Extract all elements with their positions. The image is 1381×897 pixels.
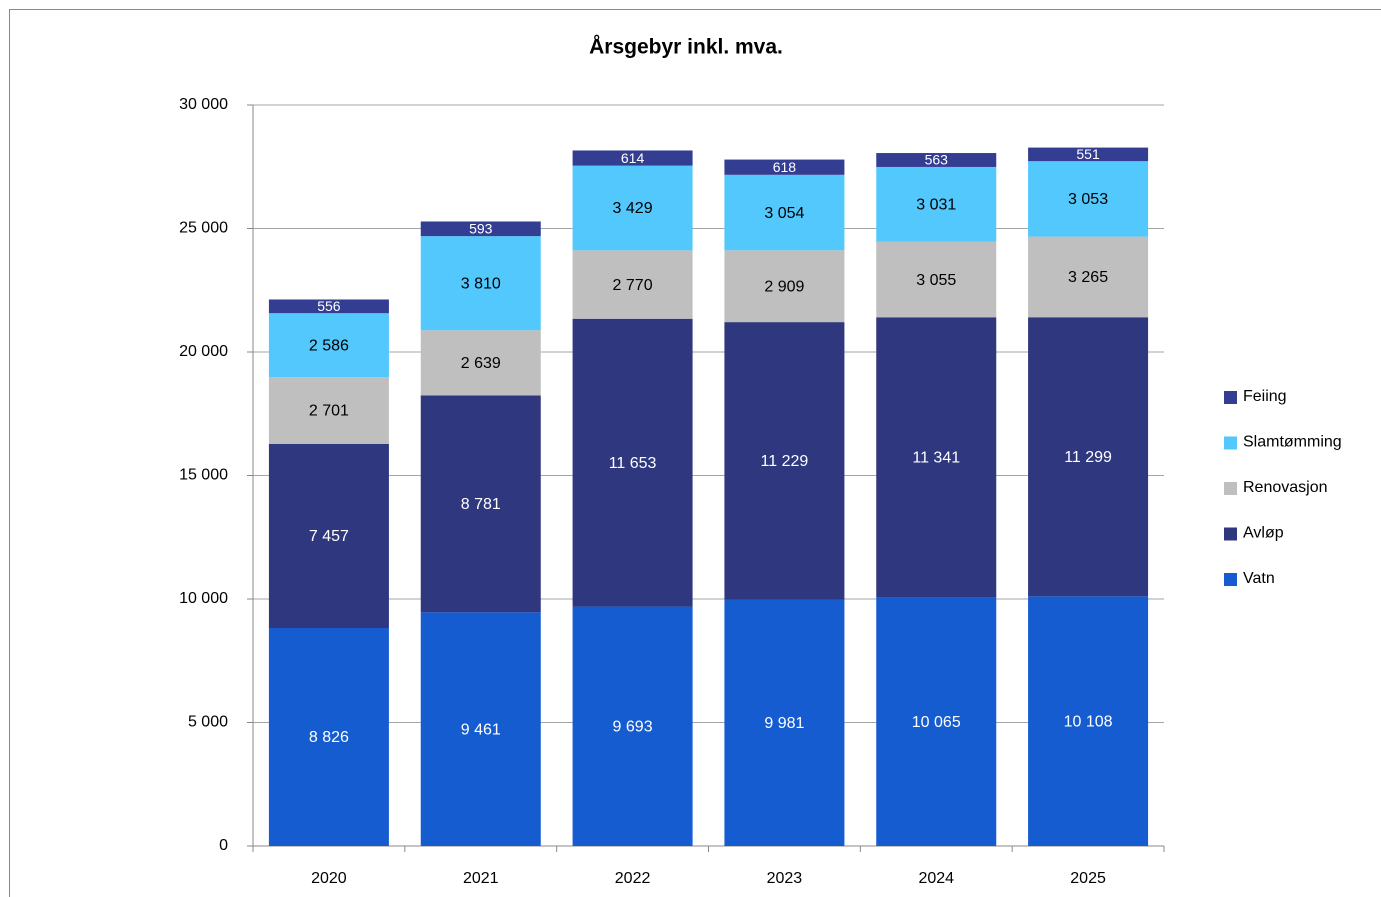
data-label: 11 299: [1064, 449, 1112, 466]
legend-swatch: [1224, 391, 1237, 404]
data-label: 614: [621, 150, 645, 166]
data-label: 2 586: [309, 337, 349, 354]
legend-swatch: [1224, 527, 1237, 541]
data-label: 3 429: [613, 200, 653, 217]
bar-segment: [1028, 317, 1149, 597]
data-label: 2 639: [461, 355, 501, 372]
data-label: 10 108: [1064, 713, 1113, 730]
y-tick-label: 0: [219, 837, 228, 854]
data-label: 8 781: [461, 496, 501, 513]
legend-label: Vatn: [1243, 570, 1275, 587]
data-label: 3 055: [916, 272, 956, 289]
bar-segment: [876, 241, 997, 318]
data-label: 10 065: [912, 714, 961, 731]
data-label: 11 229: [761, 453, 809, 470]
bar-segment: [420, 612, 541, 846]
bar-segment: [572, 165, 693, 251]
y-tick-label: 15 000: [179, 467, 228, 484]
legend-swatch: [1224, 482, 1237, 495]
bar-segment: [876, 317, 997, 598]
x-tick-label: 2020: [311, 870, 347, 887]
bar-segment: [724, 250, 845, 323]
chart-title: Årsgebyr inkl. mva.: [589, 35, 783, 59]
bar-segment: [420, 395, 541, 613]
data-label: 9 693: [613, 719, 653, 736]
legend-label: Avløp: [1243, 525, 1284, 542]
data-label: 2 701: [309, 403, 349, 420]
bar-segment: [724, 159, 845, 175]
x-tick-label: 2025: [1070, 870, 1106, 887]
bar-segment: [420, 236, 541, 331]
bar-segment: [572, 606, 693, 846]
bar-segment: [724, 322, 845, 600]
data-label: 3 031: [916, 197, 956, 214]
bar-segment: [420, 330, 541, 396]
data-label: 3 053: [1068, 191, 1108, 208]
data-label: 2 909: [764, 278, 804, 295]
y-tick-label: 10 000: [179, 590, 228, 607]
data-label: 3 810: [461, 275, 501, 292]
bar-segment: [420, 221, 541, 237]
bar-segment: [1028, 596, 1149, 846]
data-label: 563: [925, 152, 949, 168]
data-label: 618: [773, 159, 797, 175]
legend-label: Renovasjon: [1243, 479, 1328, 496]
data-label: 551: [1076, 146, 1100, 162]
y-tick-label: 25 000: [179, 220, 228, 237]
bar-segment: [572, 150, 693, 166]
x-tick-label: 2024: [918, 870, 954, 887]
x-tick-label: 2022: [615, 870, 651, 887]
bar-segment: [572, 250, 693, 319]
bar-segment: [268, 313, 389, 378]
legend-swatch: [1224, 573, 1237, 586]
data-label: 3 054: [764, 205, 804, 222]
bar-segment: [724, 174, 845, 251]
legend-label: Slamtømming: [1243, 434, 1342, 451]
legend-label: Feiing: [1243, 388, 1287, 405]
data-label: 9 981: [764, 715, 804, 732]
data-label: 556: [317, 298, 341, 314]
data-label: 8 826: [309, 729, 349, 746]
legend-swatch: [1224, 436, 1237, 450]
bar-segment: [1028, 236, 1149, 318]
bar-segment: [724, 599, 845, 846]
bar-segment: [268, 377, 389, 444]
data-label: 2 770: [613, 277, 653, 294]
y-tick-label: 30 000: [179, 96, 228, 113]
bar-segment: [876, 153, 997, 167]
bar-segment: [876, 597, 997, 846]
data-label: 593: [469, 221, 493, 237]
bar-segment: [1028, 161, 1149, 237]
bar-segment: [268, 443, 389, 628]
bar-segment: [268, 299, 389, 314]
chart-frame: [9, 9, 1381, 897]
x-tick-label: 2023: [767, 870, 803, 887]
data-label: 11 653: [609, 455, 657, 472]
x-tick-label: 2021: [463, 870, 499, 887]
y-tick-label: 5 000: [188, 714, 228, 731]
data-label: 7 457: [309, 528, 349, 545]
data-label: 9 461: [461, 721, 501, 738]
bar-segment: [268, 627, 389, 846]
bar-segment: [572, 318, 693, 607]
data-label: 11 341: [912, 450, 960, 467]
bar-segment: [1028, 147, 1149, 162]
y-tick-label: 20 000: [179, 343, 228, 360]
data-label: 3 265: [1068, 269, 1108, 286]
bar-segment: [876, 166, 997, 242]
